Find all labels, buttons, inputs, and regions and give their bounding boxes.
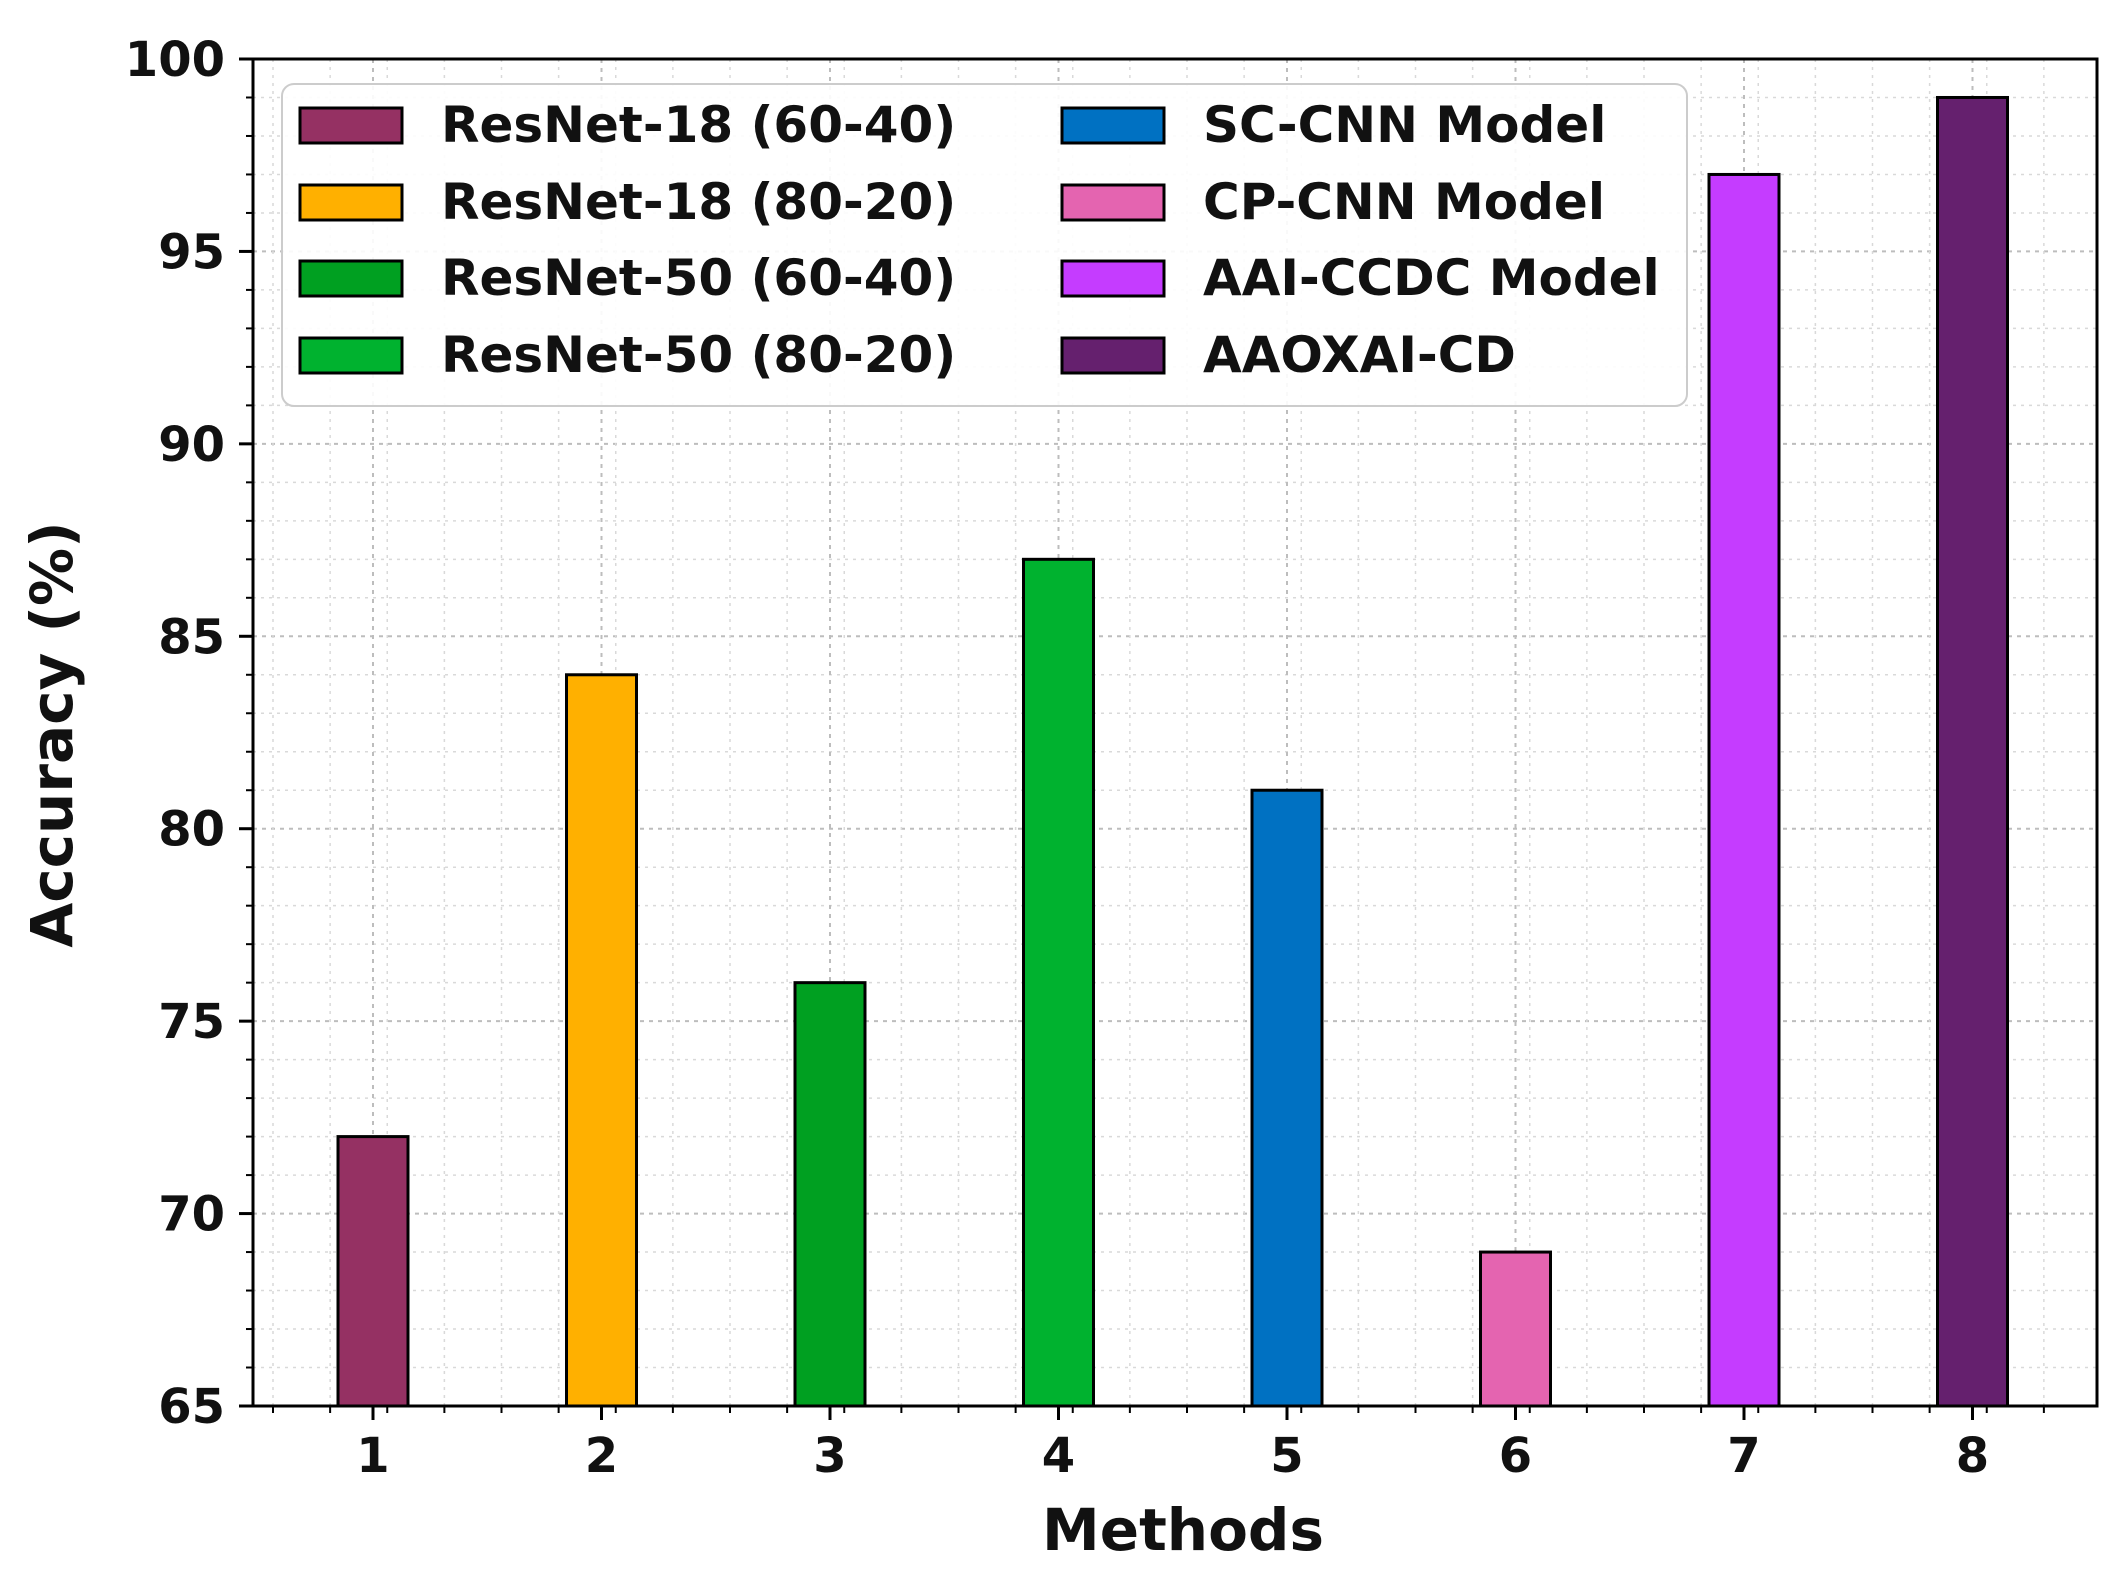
legend-swatch (1060, 336, 1166, 375)
y-tick-label: 90 (158, 417, 225, 473)
legend-label: ResNet-50 (80-20) (441, 326, 956, 384)
legend-label: ResNet-50 (60-40) (441, 249, 956, 307)
y-tick-label: 65 (158, 1379, 225, 1435)
axes: 65 70 75 80 85 90 95 100 1 2 3 4 5 6 7 8 (125, 32, 2045, 1484)
x-tick-label: 4 (1042, 1428, 1075, 1484)
bar-2 (565, 673, 638, 1408)
y-tick-label: 80 (158, 802, 225, 858)
legend-swatch (298, 336, 404, 375)
y-tick-label: 75 (158, 994, 225, 1050)
x-tick-label: 6 (1499, 1428, 1532, 1484)
bar-1 (336, 1135, 410, 1408)
bar-3 (793, 981, 867, 1408)
legend-label: CP-CNN Model (1203, 173, 1605, 231)
bar-4 (1022, 557, 1095, 1408)
x-tick-label: 7 (1727, 1428, 1760, 1484)
x-tick-label: 1 (356, 1428, 389, 1484)
y-tick-label: 85 (158, 609, 225, 665)
x-tick-label: 2 (585, 1428, 618, 1484)
legend-label: AAOXAI-CD (1203, 326, 1516, 384)
bar-6 (1479, 1250, 1552, 1408)
legend-swatch (1060, 183, 1166, 222)
legend-box (281, 83, 1688, 407)
x-tick-label: 3 (813, 1428, 846, 1484)
legend-label: AAI-CCDC Model (1203, 249, 1660, 307)
plot-frame (251, 57, 2099, 1408)
y-axis-title: Accuracy (%) (18, 521, 86, 947)
legend-label: ResNet-18 (80-20) (441, 173, 956, 231)
y-tick-label: 95 (158, 224, 225, 280)
y-tick-label: 100 (125, 32, 225, 88)
legend-label: SC-CNN Model (1203, 96, 1606, 154)
bar-8 (1936, 95, 2009, 1408)
legend-swatch (1060, 259, 1166, 298)
bar-7 (1707, 172, 1781, 1408)
x-axis-title: Methods (1042, 1496, 1324, 1564)
legend-swatch (298, 106, 404, 145)
legend-label: ResNet-18 (60-40) (441, 96, 956, 154)
x-tick-label: 8 (1956, 1428, 1989, 1484)
legend-swatch (1060, 106, 1166, 145)
legend-swatch (298, 183, 404, 222)
bars (336, 95, 2009, 1408)
legend-swatch (298, 259, 404, 298)
bar-5 (1250, 788, 1324, 1408)
legend: ResNet-18 (60-40) ResNet-18 (80-20) ResNet… (281, 83, 1688, 407)
y-tick-label: 70 (158, 1187, 225, 1243)
x-tick-label: 5 (1270, 1428, 1303, 1484)
